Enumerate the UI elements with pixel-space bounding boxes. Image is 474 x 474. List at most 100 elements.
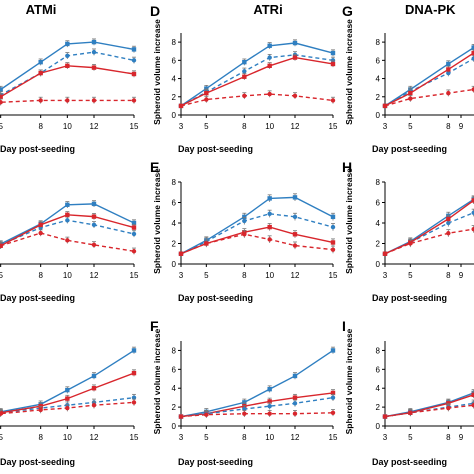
y-tick-label: 8	[172, 178, 177, 187]
data-point	[382, 103, 388, 109]
data-point	[330, 224, 336, 230]
data-point	[446, 401, 451, 406]
x-tick-label: 15	[130, 271, 139, 280]
x-tick-label: 10	[63, 433, 72, 442]
x-tick-label: 8	[38, 122, 43, 131]
y-tick-label: 4	[172, 75, 177, 84]
panel-letter-e: E	[150, 159, 159, 175]
data-point	[292, 395, 298, 400]
data-point	[242, 59, 247, 65]
data-point	[65, 53, 70, 58]
x-tick-label: 3	[383, 433, 388, 442]
x-axis-label: Day post-seeding	[178, 293, 253, 303]
series-line-red-dashed	[0, 99, 134, 104]
y-axis-label: Spheroid volume increase	[344, 168, 354, 274]
data-point	[178, 251, 184, 256]
data-point	[330, 348, 336, 353]
y-axis-label: Spheroid volume increase	[152, 328, 162, 434]
series-line-blue-dashed	[180, 54, 334, 107]
x-tick-label: 5	[408, 433, 413, 442]
x-tick-label: 8	[446, 122, 451, 131]
data-point	[446, 67, 451, 72]
x-tick-label: 15	[130, 122, 139, 131]
y-tick-label: 6	[376, 56, 381, 65]
data-point	[446, 220, 451, 226]
data-point	[471, 45, 474, 50]
data-point	[242, 411, 247, 416]
chart-panel-4: 5 8 10 12 15 Day post-seeding	[0, 200, 139, 303]
chart-panel-2: 3 5 8 10 12 15 0 2 4 6 8 Day post-seeding Spheroid v…	[152, 19, 338, 154]
data-point	[446, 405, 451, 411]
y-tick-label: 2	[376, 93, 381, 102]
data-point	[408, 96, 413, 101]
x-tick-label: 3	[383, 122, 388, 131]
data-point	[204, 241, 209, 246]
data-point	[0, 94, 3, 99]
x-tick-label: 5	[0, 122, 3, 131]
y-tick-label: 2	[376, 403, 381, 412]
data-point	[178, 414, 184, 419]
x-tick-label: 10	[265, 433, 274, 442]
data-point	[131, 231, 137, 237]
series-line-blue-solid	[180, 349, 334, 418]
data-point	[91, 39, 97, 45]
data-point	[65, 212, 70, 217]
chart-panel-5: 3 5 8 10 12 15 0 2 4 6 8 Day post-seeding Spheroid v…	[152, 168, 338, 303]
x-tick-label: 5	[408, 122, 413, 131]
x-axis-label: Day post-seeding	[372, 293, 447, 303]
data-point	[131, 71, 137, 77]
x-tick-label: 5	[204, 122, 209, 131]
series-line-red-dashed	[180, 233, 334, 255]
y-tick-label: 4	[376, 384, 381, 393]
y-tick-label: 2	[172, 240, 177, 249]
data-point	[330, 61, 336, 67]
data-point	[471, 50, 474, 56]
x-tick-label: 10	[63, 271, 72, 280]
y-tick-label: 0	[376, 111, 381, 120]
x-tick-label: 12	[90, 433, 99, 442]
y-tick-label: 8	[172, 346, 177, 355]
data-point	[0, 100, 3, 105]
series-line-blue-solid	[384, 392, 474, 418]
y-tick-label: 0	[172, 111, 177, 120]
x-tick-label: 10	[265, 271, 274, 280]
y-tick-label: 8	[172, 38, 177, 47]
data-point	[38, 98, 43, 103]
data-point	[330, 58, 336, 63]
y-axis-label: Spheroid volume increase	[152, 168, 162, 274]
data-point	[446, 216, 451, 222]
data-point	[330, 214, 336, 220]
data-point	[91, 214, 97, 219]
data-point	[471, 392, 474, 398]
x-tick-label: 8	[446, 271, 451, 280]
data-point	[292, 93, 298, 99]
x-axis-label: Day post-seeding	[178, 144, 253, 154]
series-line-red-solid	[180, 56, 334, 107]
column-title-atmi: ATMi	[26, 2, 57, 17]
y-tick-label: 0	[172, 260, 177, 269]
x-tick-label: 5	[0, 433, 3, 442]
data-point	[471, 210, 474, 215]
data-point	[267, 224, 272, 230]
data-point	[267, 43, 272, 48]
y-tick-label: 6	[376, 199, 381, 208]
x-tick-label: 5	[204, 271, 209, 280]
data-point	[91, 98, 97, 103]
data-point	[65, 63, 70, 68]
y-tick-label: 4	[376, 219, 381, 228]
data-point	[330, 50, 336, 56]
y-tick-label: 6	[172, 56, 177, 65]
y-axis-label: Spheroid volume increase	[152, 19, 162, 125]
x-tick-label: 9	[459, 122, 464, 131]
data-point	[330, 247, 336, 252]
data-point	[65, 98, 70, 103]
data-point	[267, 91, 272, 97]
y-axis-label: Spheroid volume increase	[344, 19, 354, 125]
series-line-blue-solid	[0, 349, 135, 413]
series-line-blue-dashed	[180, 213, 334, 255]
data-point	[204, 86, 209, 91]
chart-panel-7: 5 8 10 12 15 Day post-seeding	[0, 346, 139, 467]
data-point	[330, 390, 336, 396]
